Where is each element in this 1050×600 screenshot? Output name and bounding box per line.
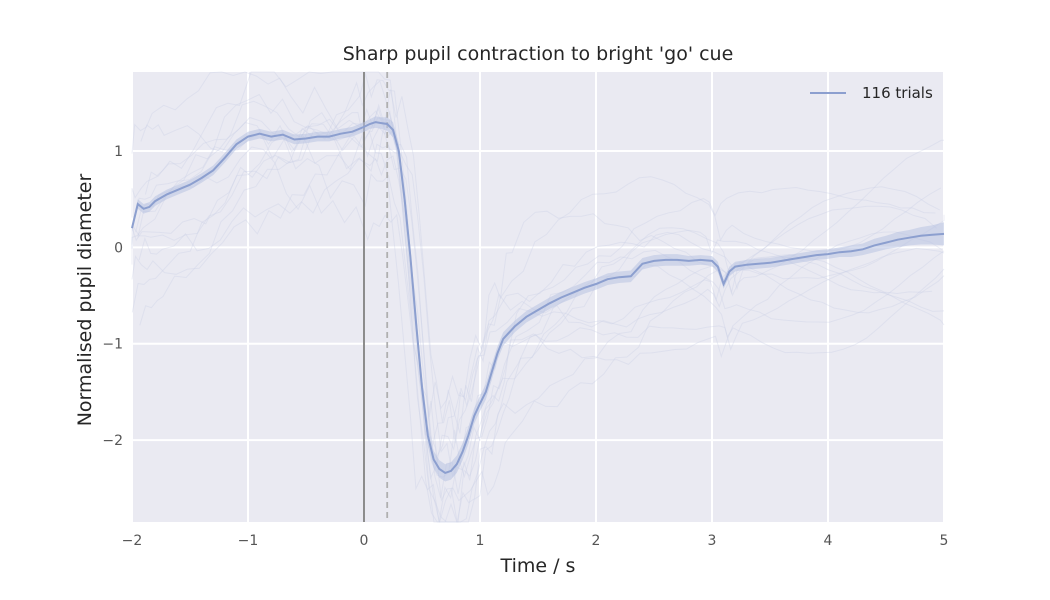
y-tick-label: 0: [114, 240, 123, 256]
x-tick-label: −1: [238, 533, 259, 549]
x-tick-label: 2: [592, 533, 601, 549]
plot-area: [132, 72, 944, 522]
chart-title: Sharp pupil contraction to bright 'go' c…: [343, 43, 734, 65]
trial-trace: [132, 132, 945, 523]
x-tick-label: 3: [708, 533, 717, 549]
mean-trace-line: [131, 121, 945, 475]
x-tick-label: 1: [476, 533, 485, 549]
trial-trace: [135, 146, 945, 523]
x-axis-label: Time / s: [500, 555, 576, 577]
cue-markers: [363, 72, 389, 522]
trial-trace: [131, 71, 936, 459]
trial-trace: [131, 93, 933, 523]
x-axis-ticks: −2 −1 0 1 2 3 4 5: [122, 533, 949, 549]
x-tick-label: 5: [940, 533, 949, 549]
trial-trace: [139, 117, 945, 502]
trial-trace: [131, 80, 937, 447]
legend-label: 116 trials: [862, 84, 933, 102]
legend: 116 trials: [810, 84, 933, 102]
trial-trace: [138, 143, 945, 499]
trial-trace: [137, 100, 945, 523]
y-axis-label: Normalised pupil diameter: [74, 174, 96, 427]
x-tick-label: −2: [122, 533, 143, 549]
trial-trace: [131, 72, 940, 418]
y-tick-label: −1: [102, 337, 123, 353]
y-axis-ticks: −2 −1 0 1: [102, 144, 123, 449]
x-tick-label: 4: [824, 533, 833, 549]
x-tick-label: 0: [360, 533, 369, 549]
y-tick-label: −2: [102, 433, 123, 449]
y-tick-label: 1: [114, 144, 123, 160]
trial-trace: [131, 71, 942, 481]
